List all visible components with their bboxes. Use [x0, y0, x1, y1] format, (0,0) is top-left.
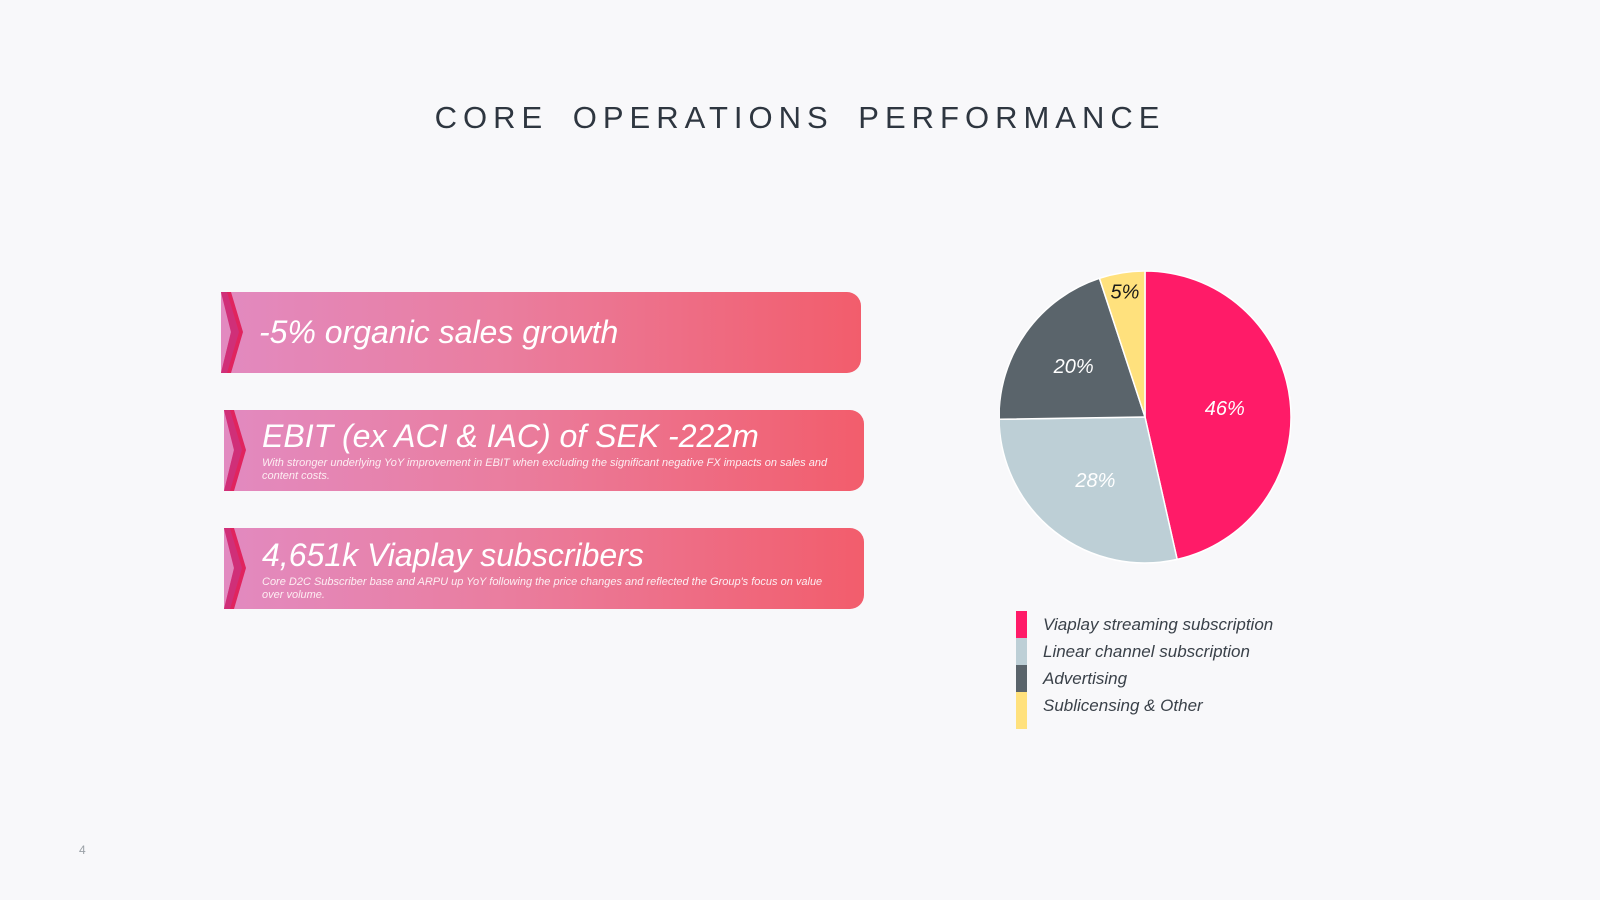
page-number: 4	[79, 843, 86, 857]
banner-subtext: Core D2C Subscriber base and ARPU up YoY…	[262, 576, 844, 602]
page-title: CORE OPERATIONS PERFORMANCE	[0, 100, 1600, 136]
chevron-icon	[224, 410, 246, 491]
pie-data-label: 5%	[1110, 282, 1139, 304]
banner-headline: 4,651k Viaplay subscribers	[262, 535, 844, 575]
legend-swatch	[1016, 692, 1027, 729]
banner-organic-growth: -5% organic sales growth	[221, 292, 861, 373]
legend-swatch	[1016, 638, 1027, 665]
pie-data-label: 20%	[1053, 356, 1094, 378]
chevron-icon	[224, 528, 246, 609]
pie-data-label: 28%	[1074, 470, 1115, 492]
legend-label: Viaplay streaming subscription	[1043, 615, 1273, 635]
banner-headline: -5% organic sales growth	[259, 312, 841, 352]
banner-subtext: With stronger underlying YoY improvement…	[262, 457, 844, 483]
pie-data-label: 46%	[1205, 398, 1245, 420]
legend-swatch	[1016, 665, 1027, 692]
banner-ebit: EBIT (ex ACI & IAC) of SEK -222m With st…	[224, 410, 864, 491]
banner-subscribers: 4,651k Viaplay subscribers Core D2C Subs…	[224, 528, 864, 609]
legend-swatch	[1016, 611, 1027, 638]
chevron-icon	[221, 292, 243, 373]
banner-headline: EBIT (ex ACI & IAC) of SEK -222m	[262, 416, 844, 456]
legend-label: Sublicensing & Other	[1043, 696, 1203, 716]
legend-label: Advertising	[1043, 669, 1127, 689]
legend-label: Linear channel subscription	[1043, 642, 1250, 662]
revenue-pie-chart: 46% 28% 20% 5%	[1000, 260, 1330, 580]
